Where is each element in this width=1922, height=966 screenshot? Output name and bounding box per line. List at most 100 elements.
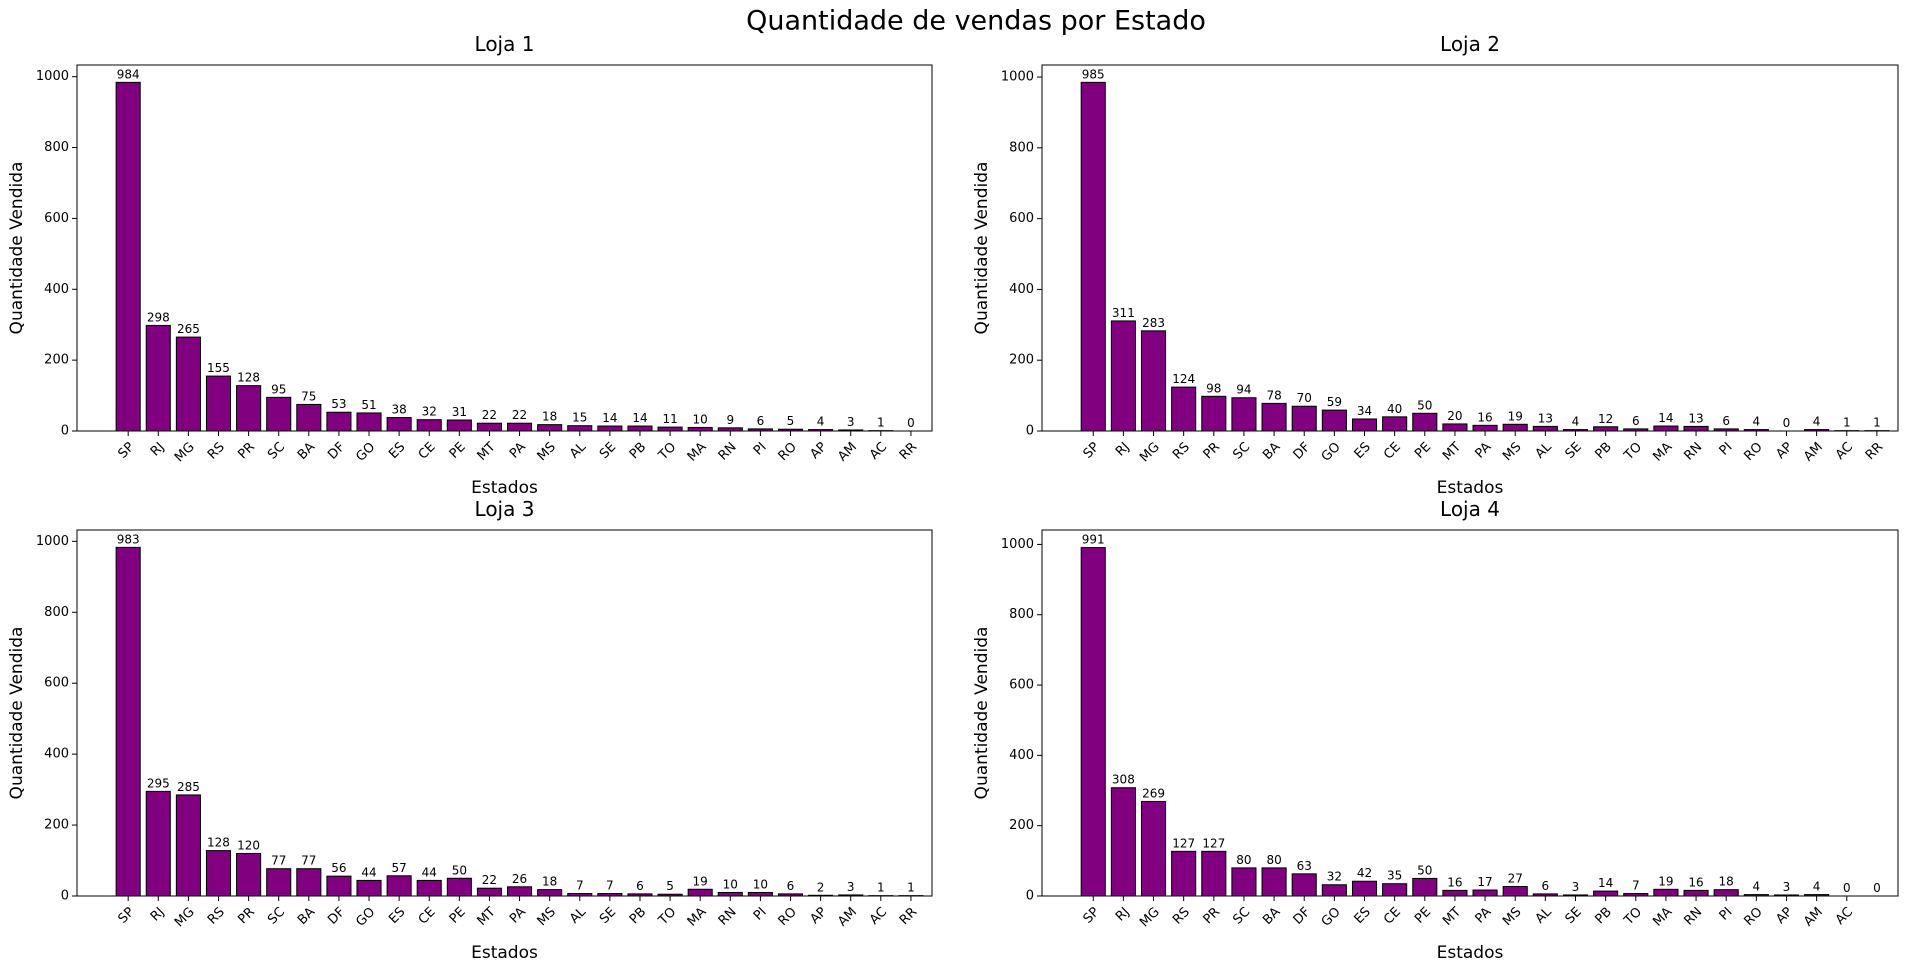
bar xyxy=(145,790,171,897)
value-label: 983 xyxy=(117,532,140,546)
x-tick-label: PE xyxy=(1412,905,1434,927)
value-label: 50 xyxy=(452,863,467,877)
bar xyxy=(446,419,472,432)
bar xyxy=(266,868,292,897)
value-label: 32 xyxy=(422,405,437,419)
bar xyxy=(1291,873,1317,897)
bar xyxy=(1321,884,1347,897)
value-label: 0 xyxy=(1843,881,1851,895)
value-label: 128 xyxy=(237,371,260,385)
bar xyxy=(1261,867,1287,897)
value-label: 128 xyxy=(207,836,230,850)
value-label: 35 xyxy=(1387,869,1402,883)
value-label: 20 xyxy=(1447,409,1462,423)
subplot-title: Loja 3 xyxy=(475,497,535,521)
x-tick-label: PB xyxy=(1592,440,1614,462)
bar xyxy=(1653,888,1679,897)
bar xyxy=(507,422,533,432)
value-label: 17 xyxy=(1477,875,1492,889)
x-tick-label: ES xyxy=(386,440,408,462)
bar xyxy=(115,81,141,432)
x-tick-label: RJ xyxy=(148,440,168,460)
x-axis-label: Estados xyxy=(471,478,538,498)
x-tick-label: BA xyxy=(1260,905,1283,928)
x-tick-label: DF xyxy=(325,905,348,928)
x-tick-label: MS xyxy=(1500,440,1524,464)
bar xyxy=(747,891,773,897)
value-label: 2 xyxy=(817,880,825,894)
y-tick-label: 400 xyxy=(1009,282,1034,297)
x-tick-label: ES xyxy=(1352,440,1374,462)
bar xyxy=(1321,409,1347,432)
y-tick-label: 600 xyxy=(44,676,69,691)
y-tick-label: 400 xyxy=(1009,748,1034,763)
x-tick-label: SC xyxy=(1230,905,1253,928)
value-label: 50 xyxy=(1417,863,1432,877)
subplot-title: Loja 1 xyxy=(475,32,535,56)
value-label: 19 xyxy=(1658,874,1673,888)
bar xyxy=(1351,880,1378,897)
x-tick-label: PI xyxy=(1717,440,1736,459)
value-label: 14 xyxy=(1658,411,1673,425)
value-label: 6 xyxy=(636,879,644,893)
value-label: 6 xyxy=(1542,879,1550,893)
value-label: 98 xyxy=(1206,381,1221,395)
x-tick-label: TO xyxy=(655,440,679,464)
x-tick-label: AM xyxy=(835,440,860,465)
value-label: 5 xyxy=(666,879,674,893)
value-label: 9 xyxy=(726,413,734,427)
x-tick-label: GO xyxy=(353,905,378,930)
x-tick-label: AC xyxy=(867,905,890,928)
value-label: 1 xyxy=(1843,416,1851,430)
x-tick-label: RO xyxy=(776,905,800,929)
x-tick-label: MS xyxy=(535,905,559,929)
value-label: 27 xyxy=(1508,872,1523,886)
x-tick-label: SE xyxy=(1563,440,1585,462)
x-tick-label: RN xyxy=(1681,440,1705,464)
x-tick-label: CE xyxy=(1381,440,1404,463)
x-tick-label: MG xyxy=(172,905,198,931)
y-axis-label: Quantidade Vendida xyxy=(972,627,992,800)
y-tick-label: 600 xyxy=(44,211,69,226)
bar xyxy=(627,425,653,432)
value-label: 16 xyxy=(1447,875,1462,889)
value-label: 7 xyxy=(606,879,614,893)
value-label: 19 xyxy=(693,874,708,888)
y-tick-label: 200 xyxy=(1009,818,1034,833)
x-tick-label: SP xyxy=(1081,440,1103,462)
y-tick-label: 1000 xyxy=(36,534,69,549)
value-label: 3 xyxy=(1783,880,1791,894)
x-tick-label: SP xyxy=(115,440,137,462)
value-label: 4 xyxy=(1753,880,1761,894)
value-label: 991 xyxy=(1082,533,1105,547)
value-label: 1 xyxy=(877,881,885,895)
bar xyxy=(476,887,502,897)
x-tick-label: BA xyxy=(295,440,318,463)
y-tick-label: 600 xyxy=(1009,211,1034,226)
value-label: 1 xyxy=(1873,416,1881,430)
bar xyxy=(356,412,382,432)
bar xyxy=(1080,547,1106,897)
x-tick-label: PA xyxy=(1473,905,1495,927)
bar xyxy=(386,417,412,432)
value-label: 985 xyxy=(1082,67,1105,81)
value-label: 50 xyxy=(1417,398,1432,412)
bar xyxy=(1472,424,1498,432)
bar xyxy=(687,888,713,897)
value-label: 75 xyxy=(301,389,316,403)
bar xyxy=(1593,426,1619,432)
x-tick-label: MA xyxy=(1650,905,1675,930)
subplot-title: Loja 2 xyxy=(1440,32,1500,56)
value-label: 6 xyxy=(757,414,765,428)
value-label: 298 xyxy=(147,310,170,324)
x-tick-label: PA xyxy=(507,905,529,927)
x-tick-label: RS xyxy=(205,905,228,928)
bar xyxy=(1231,867,1257,897)
bar xyxy=(657,426,683,432)
bar xyxy=(296,868,322,897)
value-label: 10 xyxy=(723,877,738,891)
x-tick-label: SP xyxy=(115,905,137,927)
x-tick-label: RN xyxy=(716,905,740,929)
value-label: 0 xyxy=(1783,416,1791,430)
bar xyxy=(1593,890,1619,897)
